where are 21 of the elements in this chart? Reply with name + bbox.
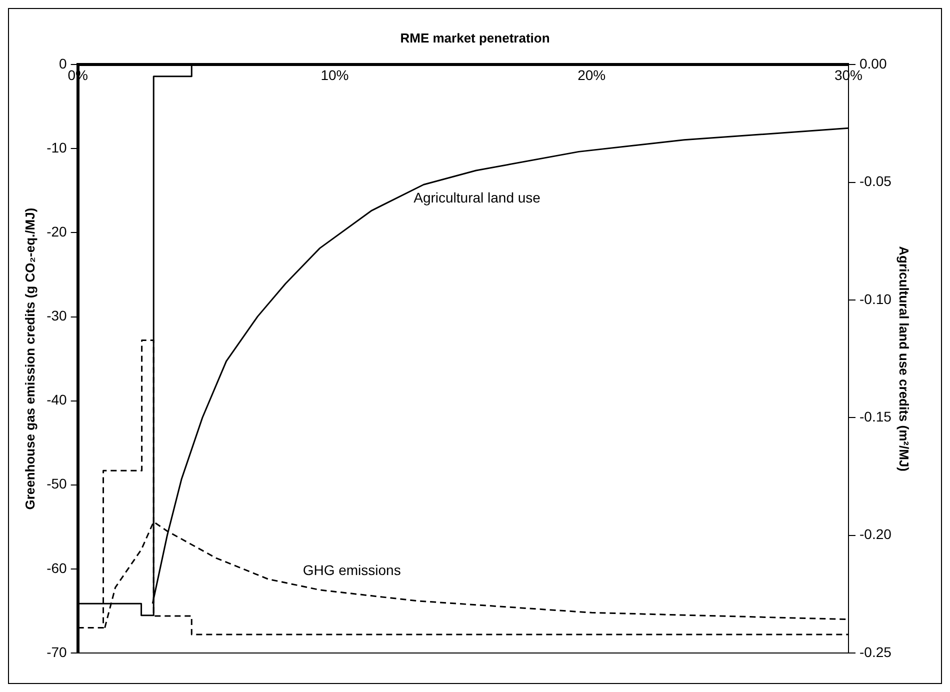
x-tick-label: 20% [578,66,606,83]
y2-tick-label: -0.20 [859,526,892,542]
y-tick-label: -70 [46,644,68,660]
y-tick-label: -10 [46,140,68,156]
y2-axis-title: Agricultural land use credits (m²/MJ) [896,246,912,472]
y-tick-label: -20 [46,224,68,240]
y2-tick-label: -0.25 [859,644,892,660]
y2-tick-label: -0.10 [859,290,892,307]
y-tick-label: -50 [46,476,68,492]
y-tick-label: -30 [46,308,68,324]
y-tick-label: 0 [59,55,68,72]
y2-tick-label: -0.05 [859,173,892,190]
y2-tick-label: 0.00 [859,55,887,72]
y-axis-title: Greenhouse gas emission credits (g CO₂-eq./MJ) [22,208,38,510]
y2-tick-label: -0.15 [859,408,892,424]
x-tick-label: 10% [320,66,349,83]
x-axis-title: RME market penetration [400,30,550,46]
series-label: GHG emissions [302,562,401,578]
y-tick-label: -40 [46,392,68,408]
series-label: Agricultural land use [414,189,541,206]
y-tick-label: -60 [46,560,68,576]
